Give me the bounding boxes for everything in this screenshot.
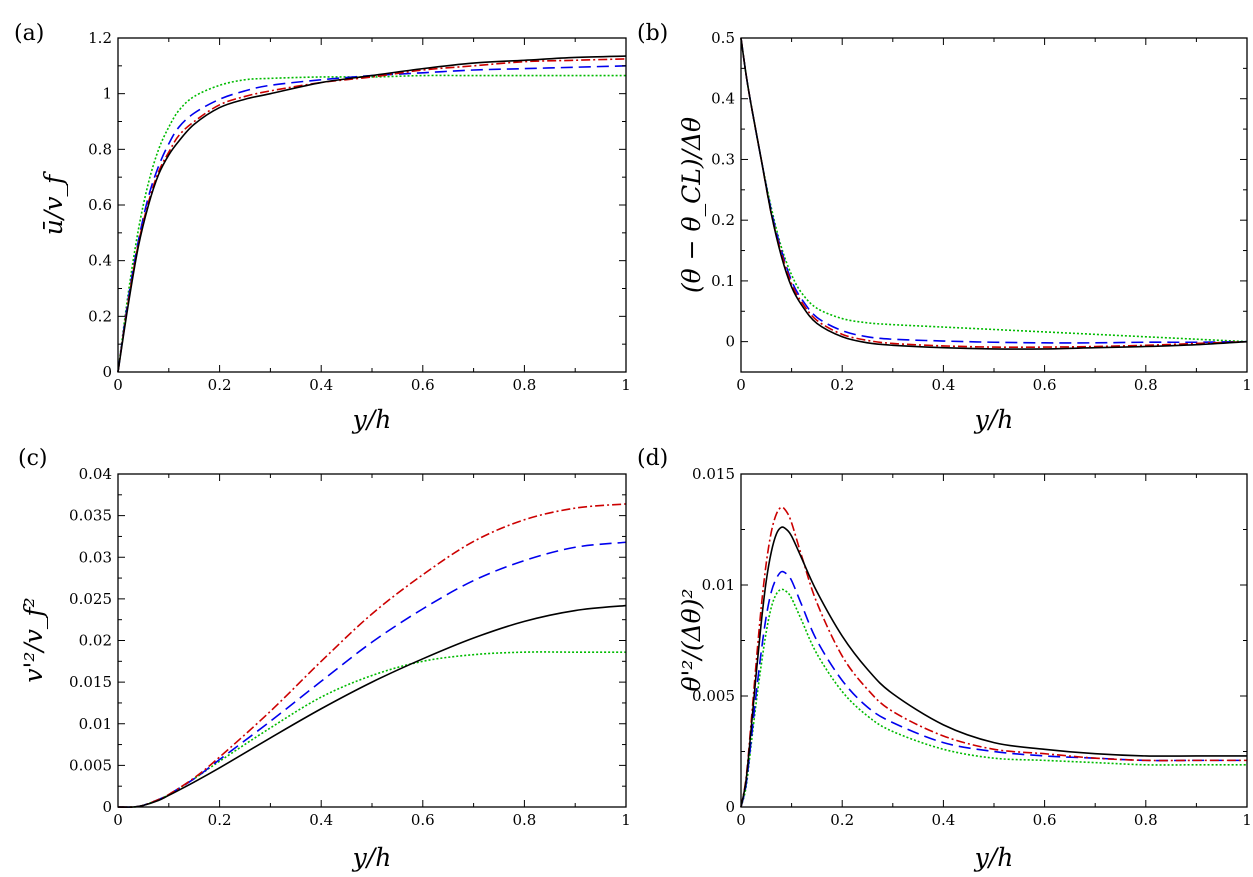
series-line-dotted-green-a <box>117 74 626 373</box>
x-tick-label-a: 1 <box>621 376 631 394</box>
x-axis-label-d: y/h <box>974 843 1014 872</box>
axes-c: 0 0.2 0.4 0.6 0.8 1 0 0.005 0.01 0.015 0.02 0.025 0.… <box>69 465 631 829</box>
series-line-dotted-green-c <box>117 651 626 808</box>
y-tick-label-a: 0.4 <box>88 252 112 270</box>
panel-c: (c) 0 0.2 0.4 0.6 0.8 1 0 0.005 0.01 0.015 0.02 0.0… <box>18 446 631 872</box>
curves-b <box>740 37 1248 350</box>
x-tick-label-b: 0.8 <box>1134 376 1158 394</box>
y-tick-label-a: 1.2 <box>88 29 112 47</box>
panel-b: (b) 0 0.2 0.4 0.6 0.8 1 0 0.1 0.2 0.3 0.4 0.5 y/h (… <box>637 21 1252 434</box>
x-tick-label-c: 1 <box>621 811 631 829</box>
panel-label-b: (b) <box>637 21 668 46</box>
series-line-dashdot-red-c <box>117 503 627 808</box>
y-tick-label-b: 0.3 <box>711 150 735 168</box>
y-tick-label-c: 0.01 <box>79 715 112 733</box>
x-tick-label-a: 0.2 <box>208 376 232 394</box>
series-line-dashed-blue-b <box>740 37 1248 344</box>
series-line-dashed-blue-d <box>740 570 1247 808</box>
x-tick-label-a: 0.8 <box>512 376 536 394</box>
y-tick-label-c: 0.015 <box>69 673 112 691</box>
x-axis-label-b: y/h <box>974 405 1014 434</box>
x-tick-label-d: 1 <box>1242 811 1252 829</box>
y-tick-label-b: 0.1 <box>711 272 735 290</box>
y-tick-label-d: 0 <box>725 798 735 816</box>
panel-d: (d) 0 0.2 0.4 0.6 0.8 1 0 0.005 0.01 0.015 y/h θ'… <box>637 446 1252 872</box>
x-tick-label-d: 0.6 <box>1033 811 1057 829</box>
series-line-solid-black-a <box>117 55 627 373</box>
y-axis-label-d: θ'²/(Δθ)² <box>677 588 706 691</box>
x-axis-label-c: y/h <box>352 843 392 872</box>
x-tick-label-d: 0.8 <box>1134 811 1158 829</box>
series-line-solid-black-d <box>740 526 1247 808</box>
series-line-solid-black-b <box>740 37 1248 350</box>
y-tick-label-a: 0 <box>102 363 112 381</box>
series-line-dashdot-red-d <box>740 506 1247 808</box>
y-tick-label-a: 0.6 <box>88 196 112 214</box>
series-line-dashdot-red-b <box>740 37 1248 349</box>
plot-frame-a <box>117 37 627 373</box>
x-tick-label-a: 0.4 <box>309 376 333 394</box>
plot-frame-b <box>740 37 1248 373</box>
panel-label-c: (c) <box>18 446 48 471</box>
x-tick-label-b: 0 <box>736 376 746 394</box>
y-tick-label-c: 0.03 <box>79 548 112 566</box>
series-line-dotted-green-d <box>740 588 1248 808</box>
y-tick-label-c: 0 <box>102 798 112 816</box>
x-tick-label-c: 0.6 <box>411 811 435 829</box>
y-tick-label-d: 0.01 <box>702 576 735 594</box>
x-tick-label-c: 0.2 <box>208 811 232 829</box>
plot-frame-c <box>117 473 627 808</box>
x-tick-label-c: 0.8 <box>512 811 536 829</box>
x-tick-label-b: 0.6 <box>1033 376 1057 394</box>
y-tick-label-b: 0.5 <box>711 29 735 47</box>
x-tick-label-b: 1 <box>1242 376 1252 394</box>
axes-a: 0 0.2 0.4 0.6 0.8 1 0 0.2 0.4 0.6 0.8 1 1.2 <box>88 29 631 394</box>
series-line-dashed-blue-a <box>117 65 627 373</box>
curves-a <box>117 55 627 373</box>
y-tick-label-c: 0.005 <box>69 756 112 774</box>
curves-c <box>117 503 627 808</box>
y-tick-label-b: 0.4 <box>711 90 735 108</box>
y-tick-label-a: 1 <box>102 85 112 103</box>
y-tick-label-c: 0.02 <box>79 632 112 650</box>
x-tick-label-c: 0.4 <box>309 811 333 829</box>
series-line-dashdot-red-a <box>117 58 627 373</box>
y-axis-label-b: (θ − θ_CL)/Δθ <box>677 117 706 293</box>
x-tick-label-d: 0.2 <box>830 811 854 829</box>
panel-label-a: (a) <box>14 21 44 46</box>
series-line-dotted-green-b <box>740 37 1248 343</box>
panel-label-d: (d) <box>637 446 668 471</box>
y-tick-label-a: 0.2 <box>88 307 112 325</box>
x-tick-label-b: 0.4 <box>931 376 955 394</box>
y-tick-label-c: 0.035 <box>69 507 112 525</box>
x-tick-label-c: 0 <box>113 811 123 829</box>
y-tick-label-b: 0.2 <box>711 211 735 229</box>
x-tick-label-a: 0.6 <box>411 376 435 394</box>
x-tick-label-d: 0.4 <box>931 811 955 829</box>
y-axis-label-c: v'²/v_f² <box>19 597 48 682</box>
series-line-solid-black-c <box>117 604 627 808</box>
y-tick-label-c: 0.04 <box>79 465 112 483</box>
x-axis-label-a: y/h <box>352 405 392 434</box>
plot-frame-d <box>740 473 1248 808</box>
y-tick-label-a: 0.8 <box>88 140 112 158</box>
y-tick-label-d: 0.015 <box>692 465 735 483</box>
x-tick-label-b: 0.2 <box>830 376 854 394</box>
panel-a: (a) 0 0.2 0.4 0.6 0.8 100.20.40.60.811.2 y/h … <box>14 21 631 434</box>
axes-b: 0 0.2 0.4 0.6 0.8 1 0 0.1 0.2 0.3 0.4 0.5 <box>711 29 1252 394</box>
y-tick-label-b: 0 <box>725 333 735 351</box>
x-tick-label-a: 0 <box>113 376 123 394</box>
y-tick-label-c: 0.025 <box>69 590 112 608</box>
curves-d <box>740 506 1248 808</box>
y-axis-label-a: ū/v_f <box>39 171 68 235</box>
x-tick-label-d: 0 <box>736 811 746 829</box>
axes-d: 0 0.2 0.4 0.6 0.8 1 0 0.005 0.01 0.015 <box>692 465 1252 829</box>
y-tick-label-d: 0.005 <box>692 687 735 705</box>
